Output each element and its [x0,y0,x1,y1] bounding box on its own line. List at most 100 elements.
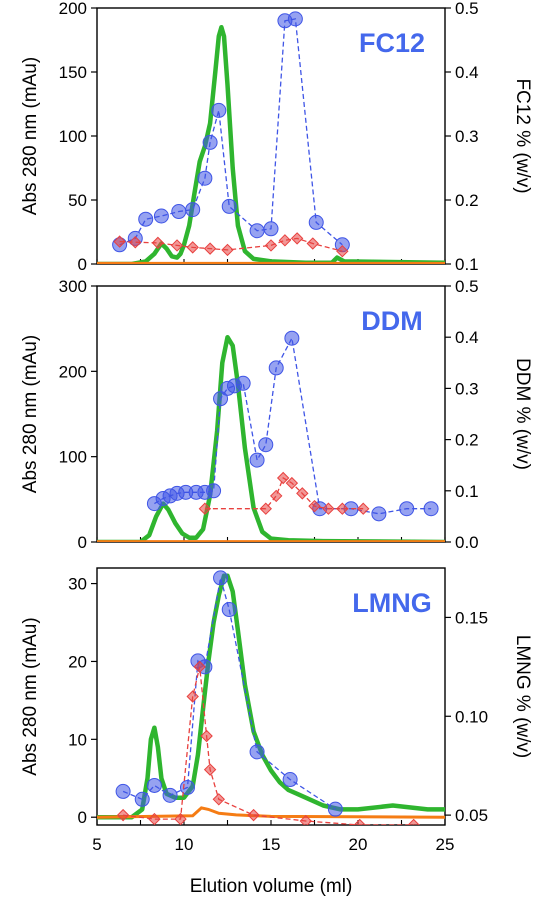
detergent-circle-marker [171,204,187,220]
red-diamond-marker [200,729,213,743]
red-diamond-marker [357,502,370,515]
y-left-tick-label: 0 [78,255,87,274]
red-diamond-marker [336,244,349,258]
y-left-tick-label: 100 [59,448,87,467]
y-left-tick-label: 200 [59,362,87,381]
red-diamond-marker [203,763,217,776]
detergent-circle-marker [258,437,274,453]
detergent-circle-marker [284,330,300,346]
detergent-circle-marker [327,801,343,817]
y-left-axis-label: Abs 280 nm (mAu) [20,335,41,493]
red-diamond-marker [212,793,226,806]
red-diamond-marker [407,818,420,825]
detergent-circle-marker [371,506,387,522]
y-right-tick-label: 0.3 [455,127,479,146]
y-left-tick-label: 200 [59,0,87,18]
y-right-tick-label: 0.05 [455,806,488,825]
detergent-circle-marker [235,375,251,391]
detergent-circle-marker [211,102,227,118]
red-diamond-marker [170,239,184,252]
x-axis-label: Elution volume (ml) [190,876,353,897]
y-right-tick-label: 0.5 [455,0,479,18]
red-diamond-marker [113,235,126,248]
detergent-circle-marker [221,602,237,618]
y-right-tick-label: 0.4 [455,63,479,82]
red-diamond-marker [336,502,349,515]
y-right-tick-label: 0.0 [455,533,479,552]
plot-area [97,330,445,542]
y-right-tick-label: 0.1 [455,482,479,501]
red-diamond-marker [322,502,335,515]
y-right-tick-label: 0.10 [455,707,488,726]
abs-280-trace [97,24,445,264]
y-left-tick-label: 100 [59,127,87,146]
detergent-circle-marker [185,202,201,218]
red-diamond-marker [259,502,272,515]
y-right-tick-label: 0.2 [455,431,479,450]
orange-trace-line [97,806,445,819]
y-right-axis-label: LMNG % (w/v) [512,635,533,759]
red-diamond-marker [193,660,206,674]
y-left-tick-label: 0 [78,533,87,552]
y-left-tick-label: 10 [68,730,87,749]
detergent-circle-marker [287,11,303,27]
red-diamond-marker [353,818,366,825]
red-diamond-marker [148,812,161,825]
red-diamond-marker [174,812,187,825]
detergent-circle-marker [134,791,150,807]
y-right-tick-label: 0.5 [455,277,479,296]
red-diamond-marker [129,236,142,249]
red-series-line [123,666,414,825]
y-left-axis-label: Abs 280 nm (mAu) [20,57,41,215]
red-diamond-marker [278,234,292,247]
plot-area [97,11,445,264]
red-diamond-marker [186,690,199,703]
y-right-tick-label: 0.4 [455,328,479,347]
detergent-circle-marker [146,777,162,793]
detergent-circle-marker [308,214,324,230]
y-left-tick-label: 20 [68,652,87,671]
y-left-axis-label: Abs 280 nm (mAu) [20,617,41,775]
red-diamond-marker [264,239,278,252]
red-series-line [204,477,364,510]
y-right-tick-label: 0.15 [455,608,488,627]
x-tick-label: 25 [436,835,455,854]
x-tick-label: 15 [262,835,281,854]
red-diamond-marker [116,808,130,822]
red-diamond-marker [306,237,319,250]
detergent-circle-marker [263,221,279,237]
red-diamond-marker [276,471,290,485]
red-diamond-marker [285,476,299,490]
panel-ddm: 0 100 200 300 0.0 0.1 0.2 0.3 0.4 0.5 Abs 280 nm (… [20,277,533,552]
panel-label: DDM [361,306,423,336]
detergent-circle-marker [213,570,229,586]
red-diamond-marker [186,241,199,254]
red-diamond-marker [151,236,165,250]
detergent-circle-marker [249,223,265,239]
y-left-tick-label: 0 [78,808,87,827]
y-right-tick-label: 0.1 [455,255,479,274]
y-right-axis-label: FC12 % (w/v) [512,78,533,193]
detergent-circle-marker [221,198,237,214]
detergent-circle-marker [115,783,131,799]
y-left-tick-label: 150 [59,63,87,82]
panel-lmng: 0 10 20 30 0.05 0.10 0.15 Abs 280 nm (mAu) LMNG … [20,567,533,827]
x-tick-label: 10 [175,835,194,854]
red-diamond-marker [221,243,234,257]
red-diamond-marker [290,232,304,245]
plot-area [97,570,445,825]
panel-label: FC12 [359,28,425,58]
red-diamond-marker [296,487,309,500]
detergent-circle-marker [423,501,439,517]
panel-label: LMNG [352,588,431,618]
panel-fc12: 0 50 100 150 200 0.1 0.2 0.3 0.4 0.5 Abs 280 nm (m… [20,0,533,274]
detergent-circle-marker [282,772,298,788]
detergent-circle-marker [399,501,415,517]
y-left-tick-label: 300 [59,277,87,296]
detergent-circle-marker [153,208,169,224]
x-tick-label: 5 [92,835,101,854]
red-diamond-marker [270,489,283,503]
detergent-circle-marker [206,483,222,499]
y-left-tick-label: 30 [68,575,87,594]
